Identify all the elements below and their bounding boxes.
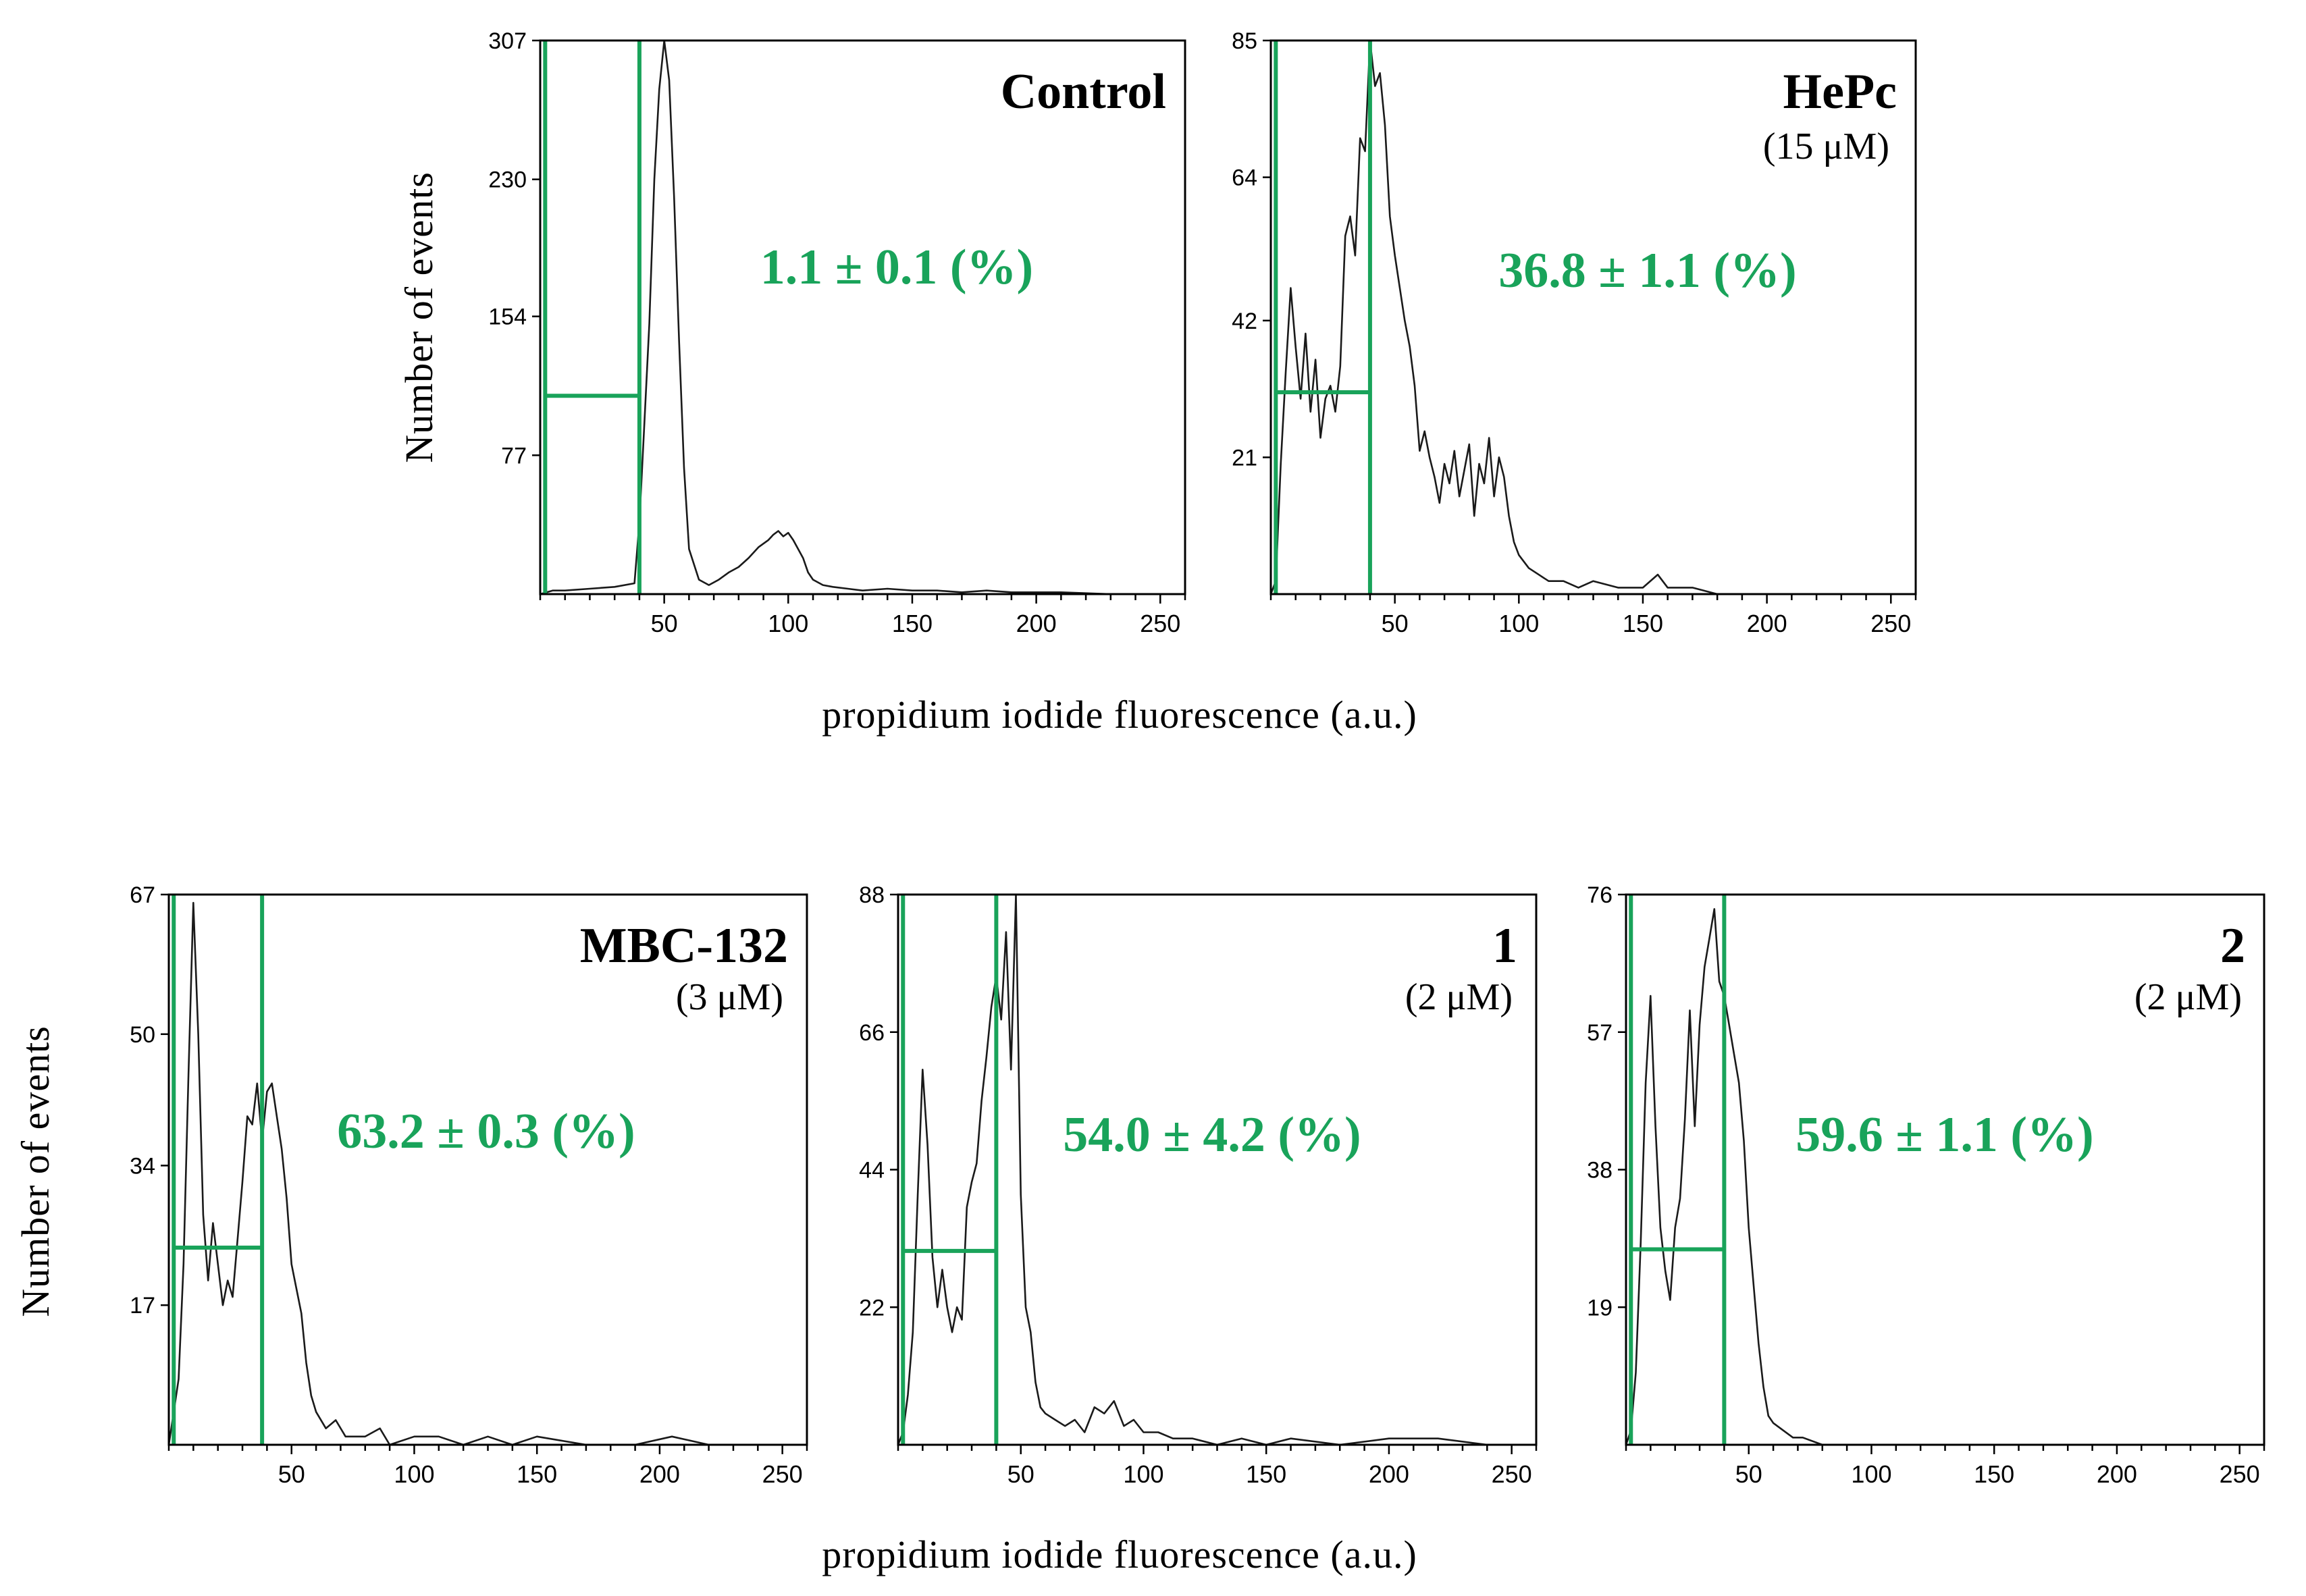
y-axis-ticks: 22 44 66 88 (859, 882, 898, 1321)
y-axis-ticks: 19 38 57 76 (1587, 882, 1626, 1321)
panel-hepc: 50 100 150 200 250 21 42 64 85 HePc (15 μM) 36.… (1232, 28, 1917, 637)
gate-marker (901, 895, 999, 1445)
x-tick-label: 100 (1123, 1460, 1163, 1488)
gate-marker (172, 895, 265, 1445)
percentage-label: 59.6 ± 1.1 (%) (1796, 1107, 2093, 1163)
plot-frame (539, 39, 1186, 595)
histogram-trace (540, 39, 1111, 595)
panel-title: Control (1001, 64, 1166, 119)
plot-frame (1269, 39, 1917, 595)
concentration-label: (2 μM) (2134, 976, 2242, 1018)
x-tick-label: 250 (762, 1460, 803, 1488)
x-axis-ticks: 50 100 150 200 250 (1269, 594, 1917, 637)
y-tick-label: 66 (859, 1020, 885, 1046)
x-tick-label: 200 (1016, 610, 1057, 637)
y-tick-label: 76 (1587, 882, 1613, 908)
y-tick-label: 307 (488, 28, 527, 54)
y-tick-label: 77 (501, 443, 527, 469)
histogram-trace (897, 893, 1488, 1446)
x-tick-label: 50 (651, 610, 678, 637)
gate-marker (1629, 895, 1727, 1445)
panel-compound-2: 50 100 150 200 250 19 38 57 76 2 (2 μM) 59.6 ± … (1587, 882, 2265, 1488)
y-tick-label: 85 (1232, 28, 1257, 54)
x-tick-label: 250 (1492, 1460, 1532, 1488)
x-tick-label: 150 (1623, 610, 1663, 637)
x-axis-ticks: 50 100 150 200 250 (897, 1445, 1538, 1488)
y-tick-label: 230 (488, 167, 527, 193)
x-tick-label: 100 (768, 610, 808, 637)
y-axis-ticks: 21 42 64 85 (1232, 28, 1271, 471)
x-tick-label: 250 (1140, 610, 1180, 637)
concentration-label: (2 μM) (1405, 976, 1513, 1018)
y-tick-label: 22 (859, 1295, 885, 1321)
y-tick-label: 19 (1587, 1295, 1613, 1321)
panel-title: HePc (1783, 64, 1897, 119)
panel-title: MBC-132 (580, 918, 788, 974)
histogram-trace (1269, 39, 1742, 595)
y-tick-label: 34 (130, 1153, 155, 1179)
panel-compound-1: 50 100 150 200 250 22 44 66 88 1 (2 μM) 54.0 ± … (859, 882, 1538, 1488)
percentage-label: 63.2 ± 0.3 (%) (337, 1104, 635, 1159)
y-tick-label: 57 (1587, 1020, 1613, 1046)
gate-marker (1274, 41, 1372, 594)
x-axis-ticks: 50 100 150 200 250 (539, 594, 1186, 637)
panel-title: 1 (1492, 918, 1517, 974)
y-tick-label: 64 (1232, 165, 1257, 191)
panel-control: 50 100 150 200 250 77 154 230 307 Control 1.1 ±… (397, 28, 1186, 637)
concentration-label: (15 μM) (1763, 126, 1889, 167)
x-tick-label: 150 (892, 610, 933, 637)
y-tick-label: 67 (130, 882, 155, 908)
y-tick-label: 42 (1232, 309, 1257, 334)
panel-title: 2 (2220, 918, 2245, 974)
percentage-label: 1.1 ± 0.1 (%) (760, 240, 1033, 295)
y-tick-label: 21 (1232, 445, 1257, 471)
y-tick-label: 44 (859, 1158, 885, 1183)
y-tick-label: 154 (488, 304, 527, 330)
histogram-trace (1625, 908, 1823, 1446)
x-tick-label: 50 (1007, 1460, 1034, 1488)
panel-mbc-132: 50 100 150 200 250 17 34 50 67 MBC-132 (3 μM) 6… (14, 882, 808, 1488)
x-tick-label: 150 (1974, 1460, 2014, 1488)
concentration-label: (3 μM) (676, 976, 783, 1018)
x-tick-label: 150 (1246, 1460, 1286, 1488)
x-tick-label: 150 (517, 1460, 557, 1488)
x-tick-label: 200 (639, 1460, 680, 1488)
y-tick-label: 88 (859, 882, 885, 908)
x-tick-label: 50 (1735, 1460, 1762, 1488)
y-tick-label: 38 (1587, 1158, 1613, 1183)
x-tick-label: 50 (278, 1460, 305, 1488)
x-tick-label: 250 (2220, 1460, 2260, 1488)
histogram-trace (167, 901, 709, 1446)
y-tick-label: 17 (130, 1293, 155, 1319)
x-tick-label: 100 (394, 1460, 434, 1488)
x-tick-label: 200 (1747, 610, 1787, 637)
x-axis-label-top: propidium iodide fluorescence (a.u.) (822, 693, 1417, 737)
x-axis-ticks: 50 100 150 200 250 (167, 1445, 808, 1488)
x-tick-label: 100 (1498, 610, 1539, 637)
gate-marker (543, 41, 641, 594)
x-axis-ticks: 50 100 150 200 250 (1625, 1445, 2265, 1488)
x-tick-label: 200 (1369, 1460, 1409, 1488)
y-axis-ticks: 17 34 50 67 (130, 882, 169, 1319)
x-tick-label: 100 (1851, 1460, 1891, 1488)
x-axis-label-bottom: propidium iodide fluorescence (a.u.) (822, 1533, 1417, 1576)
x-tick-label: 200 (2097, 1460, 2137, 1488)
x-tick-label: 50 (1382, 610, 1409, 637)
percentage-label: 36.8 ± 1.1 (%) (1498, 243, 1796, 298)
y-axis-ticks: 77 154 230 307 (488, 28, 540, 469)
y-tick-label: 50 (130, 1022, 155, 1048)
x-tick-label: 250 (1870, 610, 1911, 637)
percentage-label: 54.0 ± 4.2 (%) (1063, 1107, 1361, 1163)
y-axis-label: Number of events (14, 1026, 57, 1317)
y-axis-label: Number of events (397, 171, 441, 463)
